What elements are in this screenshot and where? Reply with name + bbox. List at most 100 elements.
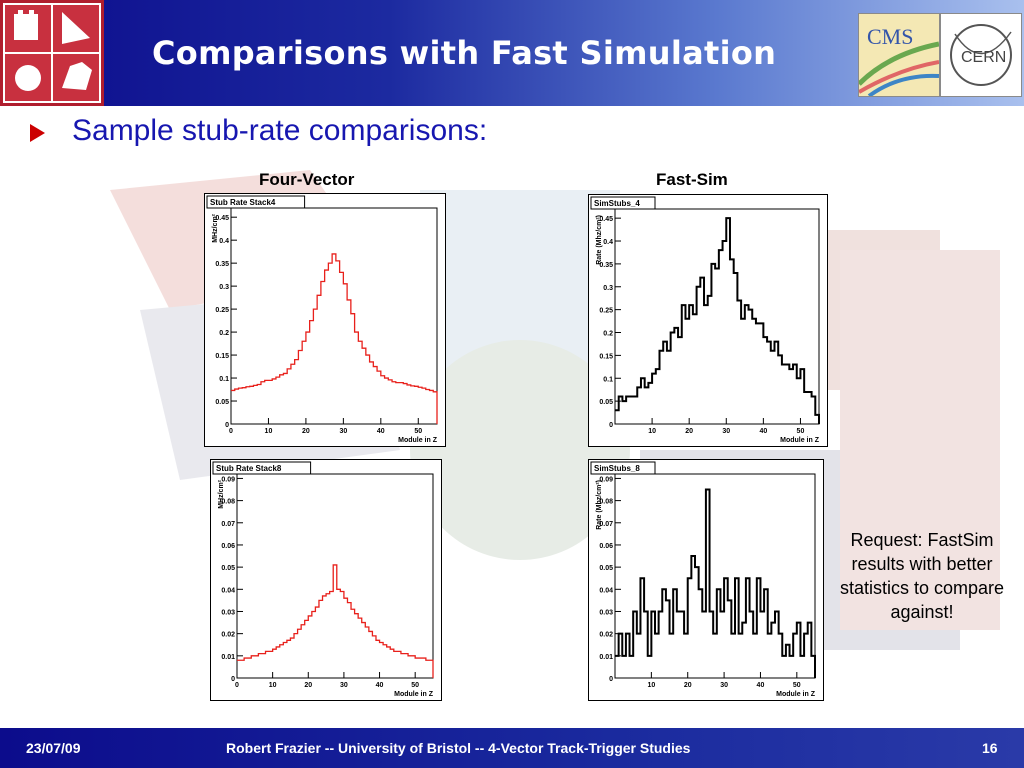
x-tick-label: 10 xyxy=(269,682,277,689)
university-crest-logo xyxy=(0,0,104,106)
svg-text:CMS: CMS xyxy=(867,24,913,49)
x-tick-label: 50 xyxy=(414,428,422,435)
footer-date: 23/07/09 xyxy=(26,740,81,756)
y-tick-label: 0.09 xyxy=(599,476,613,483)
y-tick-label: 0.01 xyxy=(599,654,613,661)
stat-box-title: Stub Rate Stack8 xyxy=(212,461,312,475)
plot-frame xyxy=(236,473,434,679)
y-tick-label: 0.04 xyxy=(599,587,613,594)
y-tick-label: 0.4 xyxy=(603,239,613,246)
footer-bar: 23/07/09 Robert Frazier -- University of… xyxy=(0,728,1024,768)
x-tick-label: 50 xyxy=(411,682,419,689)
x-axis-label: Module in Z xyxy=(780,437,820,444)
title-box-frame xyxy=(590,196,656,210)
y-tick-label: 0.1 xyxy=(219,376,229,383)
cms-logo: CMS xyxy=(858,13,940,97)
x-axis-label: Module in Z xyxy=(776,691,816,698)
x-tick-label: 40 xyxy=(757,682,765,689)
x-tick-label: 0 xyxy=(229,428,233,435)
y-tick-label: 0.08 xyxy=(599,499,613,506)
y-tick-label: 0.35 xyxy=(599,262,613,269)
y-tick-label: 0.15 xyxy=(599,353,613,360)
y-tick-label: 0.05 xyxy=(215,399,229,406)
plot-title: Stub Rate Stack4 xyxy=(210,198,276,207)
plot-title: SimStubs_4 xyxy=(594,199,640,208)
y-tick-label: 0.03 xyxy=(221,609,235,616)
title-box-frame xyxy=(206,195,306,209)
x-tick-label: 30 xyxy=(340,682,348,689)
y-axis-label: MHz/cm² xyxy=(212,213,219,242)
x-tick-label: 40 xyxy=(377,428,385,435)
stat-box-title: SimStubs_8 xyxy=(590,461,656,475)
y-tick-label: 0.45 xyxy=(215,215,229,222)
y-tick-label: 0.06 xyxy=(599,543,613,550)
plot-simstubs-8: SimStubs_8 0 0.01 0.02 0.03 0.04 0.05 0.06 0.07 0… xyxy=(588,459,824,701)
cern-logo: CERN xyxy=(940,13,1022,97)
x-tick-label: 0 xyxy=(235,682,239,689)
header-bar: Comparisons with Fast Simulation CMS CER… xyxy=(0,0,1024,106)
y-tick-label: 0.1 xyxy=(603,376,613,383)
y-tick-label: 0.09 xyxy=(221,476,235,483)
x-axis-label: Module in Z xyxy=(398,437,438,444)
footer-center-text: Robert Frazier -- University of Bristol … xyxy=(226,740,691,756)
x-tick-label: 50 xyxy=(797,428,805,435)
request-note: Request: FastSim results with better sta… xyxy=(839,530,1005,622)
title-box-frame xyxy=(590,461,656,475)
x-tick-label: 40 xyxy=(759,428,767,435)
plot-title: SimStubs_8 xyxy=(594,464,640,473)
x-tick-label: 10 xyxy=(265,428,273,435)
x-tick-label: 30 xyxy=(339,428,347,435)
y-tick-label: 0.4 xyxy=(219,238,229,245)
x-tick-label: 10 xyxy=(648,428,656,435)
y-tick-label: 0.25 xyxy=(599,308,613,315)
x-axis-label: Module in Z xyxy=(394,691,434,698)
plot-frame xyxy=(230,207,438,425)
x-tick-label: 20 xyxy=(302,428,310,435)
histogram-series-line xyxy=(615,488,816,678)
y-axis-label: MHz/cm² xyxy=(218,479,225,508)
y-tick-label: 0.02 xyxy=(221,632,235,639)
y-tick-label: 0.03 xyxy=(599,609,613,616)
y-tick-label: 0 xyxy=(609,422,613,429)
histogram-series-line xyxy=(237,564,434,678)
plot-title: Stub Rate Stack8 xyxy=(216,464,282,473)
y-tick-label: 0.35 xyxy=(215,261,229,268)
y-tick-label: 0.15 xyxy=(215,353,229,360)
y-tick-label: 0.3 xyxy=(603,285,613,292)
bullet-marker-icon xyxy=(30,124,45,142)
footer-page-number: 16 xyxy=(982,740,998,756)
y-tick-label: 0.08 xyxy=(221,499,235,506)
x-tick-label: 20 xyxy=(685,428,693,435)
x-tick-label: 30 xyxy=(720,682,728,689)
y-tick-label: 0.02 xyxy=(599,632,613,639)
y-tick-label: 0 xyxy=(225,422,229,429)
x-tick-label: 10 xyxy=(647,682,655,689)
svg-text:CERN: CERN xyxy=(961,49,1006,66)
plot-stub-rate-stack4: Stub Rate Stack4 0 0.05 0.1 0.15 0.2 0.25 0.3 0.… xyxy=(204,193,446,447)
plot-simstubs-4: SimStubs_4 0 0.05 0.1 0.15 0.2 0.25 0.3 0.35 0.4 0… xyxy=(588,194,828,447)
y-tick-label: 0.04 xyxy=(221,587,235,594)
histogram-series-line xyxy=(615,217,820,424)
y-tick-label: 0 xyxy=(231,676,235,683)
y-tick-label: 0.05 xyxy=(599,565,613,572)
y-tick-label: 0.2 xyxy=(603,331,613,338)
y-tick-label: 0.05 xyxy=(221,565,235,572)
y-tick-label: 0.05 xyxy=(599,399,613,406)
y-tick-label: 0.2 xyxy=(219,330,229,337)
x-tick-label: 50 xyxy=(793,682,801,689)
stat-box-title: Stub Rate Stack4 xyxy=(206,195,306,209)
plot-stub-rate-stack8: Stub Rate Stack8 0 0.01 0.02 0.03 0.04 0.05 0.0… xyxy=(210,459,442,701)
y-tick-label: 0.07 xyxy=(599,521,613,528)
y-tick-label: 0.25 xyxy=(215,307,229,314)
stat-box-title: SimStubs_4 xyxy=(590,196,656,210)
x-tick-label: 20 xyxy=(304,682,312,689)
histogram-series-line xyxy=(231,253,438,424)
x-tick-label: 30 xyxy=(722,428,730,435)
x-tick-label: 20 xyxy=(684,682,692,689)
y-axis-label: Rate (Mhz/cm²) xyxy=(596,215,603,265)
title-box-frame xyxy=(212,461,312,475)
y-tick-label: 0.07 xyxy=(221,521,235,528)
plot-frame xyxy=(614,208,820,425)
slide-title: Comparisons with Fast Simulation xyxy=(152,34,777,72)
x-tick-label: 40 xyxy=(376,682,384,689)
